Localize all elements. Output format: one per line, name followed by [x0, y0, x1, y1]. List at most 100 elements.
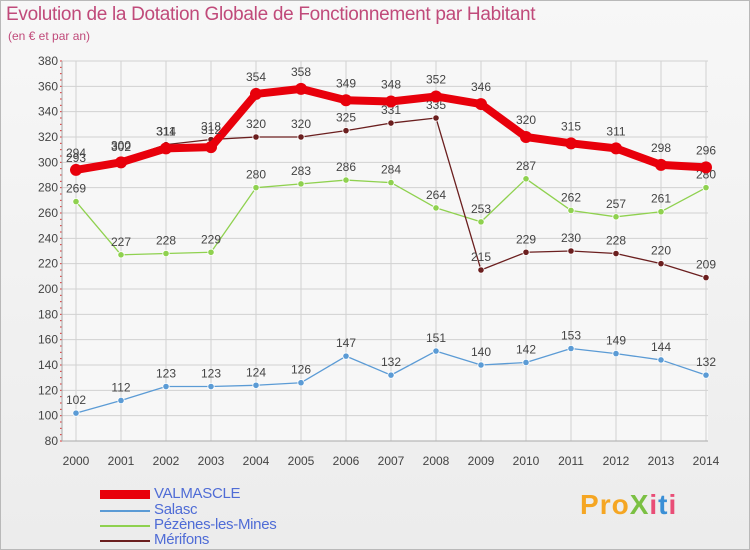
series-valmascle-point — [160, 142, 172, 155]
series-valmascle-data-label: 320 — [516, 113, 536, 127]
series-pezenes-les-mines-data-label: 261 — [651, 192, 671, 206]
series-pezenes-les-mines-data-label: 280 — [246, 168, 266, 182]
series-pezenes-les-mines-point — [252, 184, 260, 192]
legend-swatch-merifons — [100, 540, 150, 542]
y-tick-label: 80 — [45, 434, 59, 448]
series-merifons-data-label: 331 — [381, 103, 401, 117]
series-salasc-data-label: 126 — [291, 363, 311, 377]
series-valmascle-data-label: 348 — [381, 78, 401, 92]
series-merifons-point — [387, 119, 395, 127]
series-merifons-point — [567, 247, 575, 255]
series-valmascle-point — [610, 142, 622, 155]
legend-swatch-valmascle — [100, 490, 150, 499]
series-salasc-data-label: 132 — [381, 355, 401, 369]
series-valmascle-data-label: 352 — [426, 72, 446, 86]
chart-title: Evolution de la Dotation Globale de Fonc… — [6, 4, 536, 25]
legend-label-pezenes: Pézènes-les-Mines — [154, 516, 277, 533]
series-salasc-point — [612, 349, 620, 358]
series-valmascle-data-label: 300 — [111, 138, 131, 152]
series-salasc-point — [162, 382, 170, 391]
x-tick-label: 2013 — [648, 454, 675, 468]
series-merifons-data-label: 230 — [561, 231, 581, 245]
series-salasc-data-label: 151 — [426, 331, 446, 345]
x-tick-label: 2006 — [333, 454, 360, 468]
series-valmascle-point — [115, 156, 127, 169]
series-valmascle-data-label: 311 — [156, 124, 175, 138]
logo-letter: X — [629, 489, 650, 520]
x-tick-label: 2005 — [288, 454, 315, 468]
x-tick-label: 2008 — [423, 454, 450, 468]
series-valmascle-data-label: 358 — [291, 65, 311, 79]
series-salasc-point — [72, 409, 80, 417]
series-pezenes-les-mines-point — [477, 218, 485, 226]
y-tick-label: 200 — [38, 282, 58, 296]
series-pezenes-les-mines-data-label: 284 — [381, 163, 401, 177]
series-valmascle-data-label: 311 — [606, 124, 625, 138]
series-valmascle-point — [430, 90, 442, 103]
series-merifons-point — [612, 249, 620, 258]
plot-area — [62, 61, 708, 441]
series-pezenes-les-mines-data-label: 262 — [561, 190, 581, 204]
series-valmascle-point — [385, 95, 397, 108]
series-merifons-data-label: 229 — [516, 232, 536, 246]
series-merifons-point — [702, 273, 710, 282]
series-pezenes-les-mines-data-label: 229 — [201, 232, 221, 246]
series-valmascle-point — [70, 163, 82, 176]
series-salasc-data-label: 153 — [561, 329, 581, 343]
series-pezenes-les-mines-point — [72, 198, 80, 206]
series-pezenes-les-mines-data-label: 286 — [336, 160, 356, 174]
series-pezenes-les-mines-point — [702, 184, 710, 192]
series-salasc-point — [117, 396, 125, 405]
series-salasc-data-label: 102 — [66, 393, 86, 407]
series-valmascle-point — [295, 82, 307, 95]
series-salasc-point — [567, 344, 575, 353]
series-salasc-data-label: 147 — [336, 336, 356, 350]
x-tick-label: 2000 — [63, 454, 90, 468]
series-salasc-data-label: 142 — [516, 342, 536, 356]
series-pezenes-les-mines-point — [612, 213, 620, 221]
y-tick-label: 260 — [38, 206, 58, 220]
series-pezenes-les-mines-point — [207, 248, 215, 256]
series-salasc-point — [702, 371, 710, 379]
series-merifons-point — [297, 133, 305, 141]
y-tick-label: 140 — [38, 358, 58, 372]
y-tick-label: 320 — [38, 130, 58, 144]
series-salasc-point — [387, 371, 395, 379]
logo-letter: P — [580, 489, 600, 520]
series-pezenes-les-mines-data-label: 287 — [516, 159, 536, 173]
series-valmascle-point — [340, 94, 352, 107]
y-tick-label: 380 — [38, 54, 58, 68]
series-pezenes-les-mines-data-label: 228 — [156, 234, 176, 248]
y-tick-label: 240 — [38, 231, 58, 245]
series-merifons-data-label: 228 — [606, 234, 626, 248]
series-pezenes-les-mines-point — [387, 179, 395, 187]
logo-letter: r — [599, 489, 612, 520]
legend-label-valmascle: VALMASCLE — [154, 485, 241, 502]
series-valmascle-data-label: 346 — [471, 80, 491, 94]
x-tick-label: 2010 — [513, 454, 540, 468]
x-tick-label: 2007 — [378, 454, 405, 468]
series-valmascle-point — [475, 98, 487, 111]
chart-subtitle: (en € et par an) — [8, 29, 91, 43]
series-salasc-data-label: 124 — [246, 365, 266, 379]
series-valmascle-point — [565, 137, 577, 150]
series-merifons-data-label: 318 — [201, 120, 221, 134]
series-salasc-data-label: 149 — [606, 334, 626, 348]
series-valmascle-data-label: 312 — [201, 123, 221, 137]
series-merifons-point — [432, 114, 440, 122]
series-merifons-point — [477, 266, 485, 274]
series-merifons-data-label: 209 — [696, 258, 716, 272]
series-valmascle-point — [250, 87, 262, 100]
legend-swatch-pezenes — [100, 525, 150, 527]
series-pezenes-les-mines-point — [522, 175, 530, 183]
series-valmascle-point — [205, 141, 217, 154]
series-pezenes-les-mines-data-label: 269 — [66, 182, 86, 196]
series-salasc-data-label: 132 — [696, 355, 716, 369]
series-salasc-point — [252, 381, 260, 389]
logo-letter: i — [649, 489, 659, 520]
series-salasc-point — [477, 361, 485, 369]
series-merifons-point — [522, 248, 530, 256]
series-merifons-point — [342, 127, 350, 135]
series-merifons-data-label: 215 — [471, 250, 491, 264]
